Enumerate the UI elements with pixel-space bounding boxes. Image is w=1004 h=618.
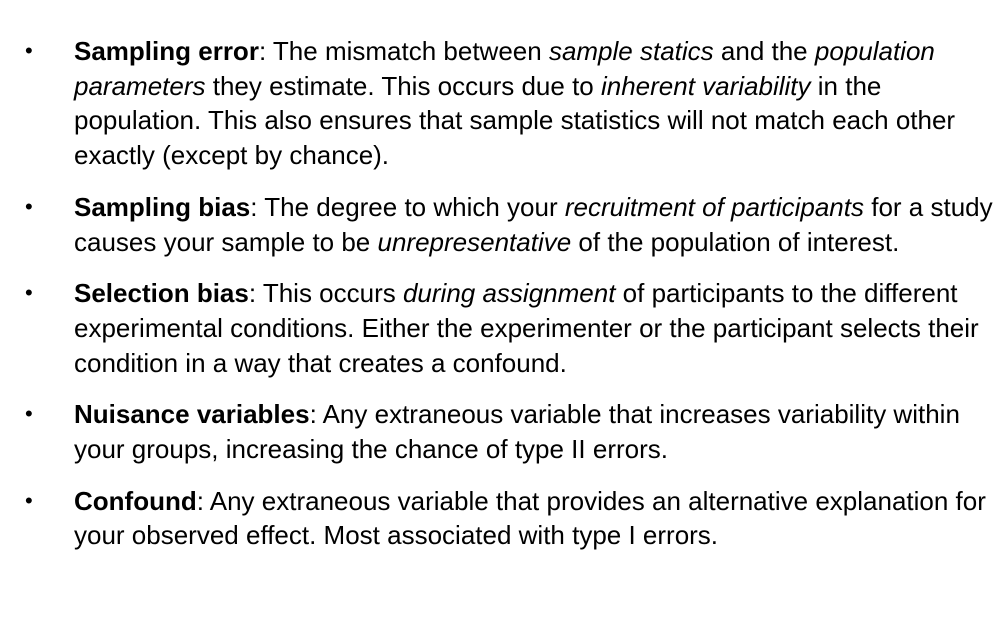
term: Confound — [74, 485, 197, 516]
list-item: • Sampling bias: The degree to which you… — [0, 190, 1004, 259]
term: Sampling error — [74, 36, 259, 66]
term: Sampling bias — [74, 191, 251, 222]
bullet-icon: • — [25, 487, 33, 513]
list-item: • Nuisance variables: Any extraneous var… — [0, 397, 1004, 466]
bullet-icon: • — [25, 280, 33, 306]
bullet-icon: • — [25, 193, 33, 219]
bullet-icon: • — [25, 401, 33, 427]
bullet-icon: • — [25, 38, 33, 63]
definition-text: Sampling bias: The degree to which your … — [74, 191, 993, 257]
definition-text: Nuisance variables: Any extraneous varia… — [74, 399, 960, 465]
definition-text: Sampling error: The mismatch between sam… — [74, 36, 956, 171]
list-item: • Selection bias: This occurs during ass… — [0, 276, 1004, 380]
term: Selection bias — [74, 278, 249, 309]
list-item: • Confound: Any extraneous variable that… — [0, 484, 1004, 553]
definition-text: Selection bias: This occurs during assig… — [74, 278, 979, 378]
definition-text: Confound: Any extraneous variable that p… — [74, 485, 986, 551]
definition-list: • Sampling error: The mismatch between s… — [0, 34, 1004, 570]
list-item: • Sampling error: The mismatch between s… — [0, 34, 1004, 173]
term: Nuisance variables — [74, 399, 310, 430]
